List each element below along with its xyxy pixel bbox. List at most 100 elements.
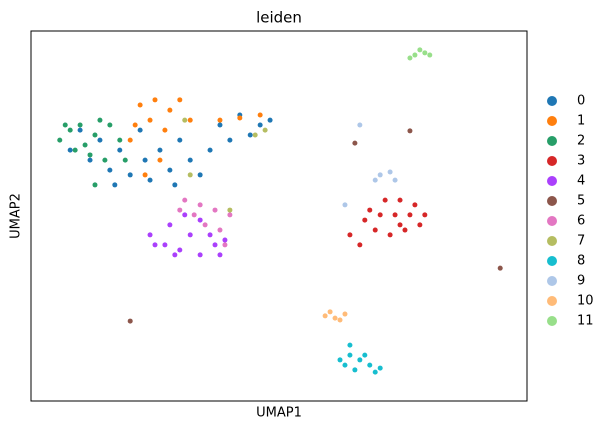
legend-label: 9 — [577, 274, 585, 289]
point — [397, 222, 403, 228]
point — [497, 265, 503, 271]
point — [217, 252, 223, 258]
point — [191, 212, 197, 218]
point — [347, 342, 353, 348]
point — [157, 157, 163, 163]
point — [147, 177, 153, 183]
point — [152, 242, 158, 248]
point — [377, 172, 383, 178]
legend-marker — [547, 296, 557, 306]
point — [132, 122, 138, 128]
point — [337, 317, 343, 323]
point — [182, 212, 188, 218]
point — [322, 313, 328, 319]
point — [247, 132, 253, 138]
point — [422, 212, 428, 218]
point — [117, 137, 123, 143]
point — [332, 315, 338, 321]
legend-label: 1 — [577, 114, 585, 129]
legend-label: 5 — [577, 194, 585, 209]
point — [177, 137, 183, 143]
point — [162, 242, 168, 248]
point — [327, 309, 333, 315]
point — [202, 222, 208, 228]
point — [57, 137, 63, 143]
point — [107, 167, 113, 173]
point — [362, 352, 368, 358]
x-axis-label: UMAP1 — [256, 406, 302, 421]
legend-label: 11 — [577, 314, 594, 329]
point — [67, 147, 73, 153]
point — [257, 122, 263, 128]
point — [157, 147, 163, 153]
point — [402, 227, 408, 233]
point — [372, 177, 378, 183]
point — [127, 137, 133, 143]
point — [342, 362, 348, 368]
point — [397, 197, 403, 203]
legend-marker — [547, 316, 557, 326]
point — [187, 157, 193, 163]
point — [177, 247, 183, 253]
point — [97, 117, 103, 123]
chart-title: leiden — [256, 9, 302, 27]
point — [377, 212, 383, 218]
point — [197, 172, 203, 178]
point — [97, 137, 103, 143]
legend-marker — [547, 276, 557, 286]
point — [357, 122, 363, 128]
point — [207, 232, 213, 238]
point — [237, 115, 243, 121]
point — [217, 227, 223, 233]
point — [112, 182, 118, 188]
point — [392, 212, 398, 218]
point — [82, 142, 88, 148]
point — [227, 137, 233, 143]
point — [122, 157, 128, 163]
point — [412, 202, 418, 208]
point — [212, 242, 218, 248]
point — [142, 172, 148, 178]
point — [407, 212, 413, 218]
point — [117, 147, 123, 153]
point — [167, 167, 173, 173]
point — [72, 147, 78, 153]
point — [407, 55, 413, 61]
point — [372, 369, 378, 375]
point — [362, 217, 368, 223]
point — [387, 232, 393, 238]
point — [352, 140, 358, 146]
point — [217, 122, 223, 128]
point — [137, 102, 143, 108]
point — [392, 177, 398, 183]
point — [267, 117, 273, 123]
legend-label: 8 — [577, 254, 585, 269]
point — [187, 232, 193, 238]
point — [377, 365, 383, 371]
point — [182, 197, 188, 203]
point — [407, 128, 413, 134]
legend-marker — [547, 156, 557, 166]
legend-marker — [547, 136, 557, 146]
point — [162, 127, 168, 133]
point — [102, 157, 108, 163]
point — [107, 122, 113, 128]
point — [222, 242, 228, 248]
point — [207, 147, 213, 153]
point — [357, 242, 363, 248]
legend-label: 6 — [577, 214, 585, 229]
legend-label: 0 — [577, 94, 585, 109]
point — [352, 367, 358, 373]
point — [172, 252, 178, 258]
point — [262, 127, 268, 133]
legend-label: 10 — [577, 294, 594, 309]
point — [127, 172, 133, 178]
point — [252, 132, 258, 138]
point — [367, 362, 373, 368]
legend-label: 4 — [577, 174, 585, 189]
legend-label: 2 — [577, 134, 585, 149]
point — [182, 117, 188, 123]
plot-frame — [30, 30, 528, 402]
legend-marker — [547, 176, 557, 186]
point — [357, 357, 363, 363]
